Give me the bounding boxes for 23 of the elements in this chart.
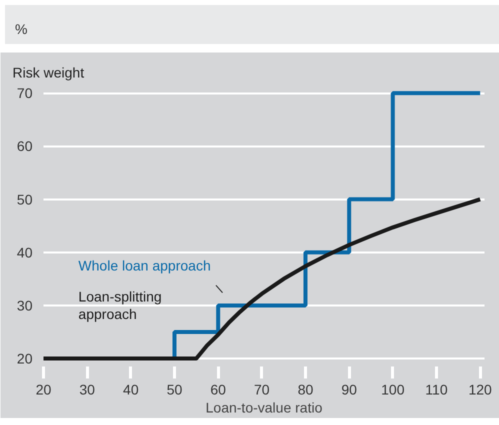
x-tick-label: 30: [79, 382, 96, 398]
text: Loan-splitting approach: [78, 288, 162, 322]
x-tick-label: 90: [341, 382, 358, 398]
x-axis-title: Loan-to-value ratio: [206, 400, 323, 416]
y-tick-label: 40: [16, 244, 33, 260]
x-tick-label: 40: [123, 382, 139, 398]
x-tick-label: 120: [468, 382, 492, 398]
y-tick-label: 50: [16, 191, 33, 208]
y-tick-label: 70: [16, 85, 33, 102]
text: Whole loan approach: [78, 258, 211, 274]
y-axis-title: Risk weight: [12, 64, 84, 80]
y-tick-label: 30: [16, 297, 33, 314]
x-tick-label: 80: [298, 382, 314, 398]
x-tick-label: 70: [254, 382, 270, 398]
line-series: [44, 197, 482, 361]
x-tick-label: 60: [210, 382, 226, 398]
y-tick-label: 60: [16, 138, 33, 154]
x-tick-label: 100: [381, 382, 405, 398]
x-tick-label: 20: [36, 382, 52, 398]
y-tick-label: 20: [16, 350, 33, 367]
x-tick-label: 110: [425, 382, 448, 398]
x-tick-label: 50: [166, 382, 182, 398]
chart-title: %: [15, 20, 28, 39]
